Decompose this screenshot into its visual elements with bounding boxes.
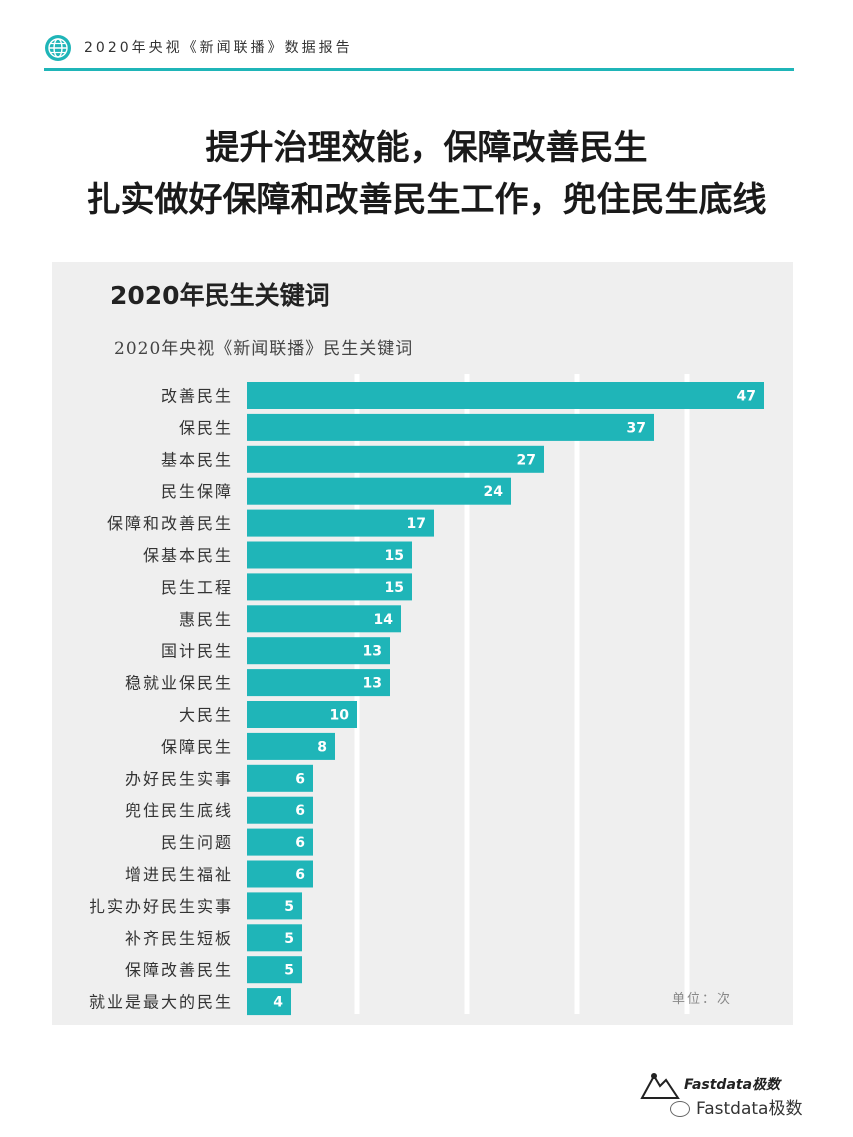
data-label: 14 [374, 612, 394, 628]
category-label: 增进民生福祉 [125, 865, 233, 884]
data-label: 13 [363, 676, 382, 692]
bar [247, 445, 544, 473]
category-label: 保障和改善民生 [107, 514, 233, 533]
bar [247, 732, 335, 760]
bar [247, 541, 412, 569]
data-label: 8 [317, 739, 327, 755]
fastdata-logo-icon [640, 1073, 680, 1099]
category-label: 办好民生实事 [125, 769, 233, 788]
wechat-account: Fastdata极数 [670, 1094, 802, 1119]
data-label: 37 [627, 420, 646, 436]
category-label: 基本民生 [161, 450, 233, 469]
bar-chart: 改善民生 47 保民生 37 基本民生 27 民生保障 24 保障和改善民生 17 保基本民生 15 民… [89, 374, 792, 1016]
bar [247, 382, 764, 409]
bar [247, 764, 313, 792]
bar [247, 892, 302, 920]
data-label: 27 [517, 452, 536, 468]
category-label: 保基本民生 [143, 546, 233, 565]
bar [247, 573, 412, 601]
data-label: 15 [385, 580, 404, 596]
logo-brand-text: Fastdata极数 [684, 1077, 781, 1093]
bar [247, 956, 302, 984]
bar [247, 701, 357, 728]
report-header: 2020年央视《新闻联播》数据报告 [44, 30, 794, 72]
gridline [684, 374, 690, 1014]
globe-icon [45, 35, 71, 61]
data-label: 6 [295, 771, 305, 787]
category-label: 兜住民生底线 [125, 801, 233, 820]
brand-logo: Fastdata极数 Fastdata极数 [640, 1070, 830, 1120]
bar [247, 477, 511, 505]
data-label: 15 [385, 548, 404, 564]
bar [247, 828, 313, 856]
wechat-account-name: Fastdata极数 [696, 1099, 803, 1119]
chart-title: 2020年民生关键词 [110, 281, 330, 310]
bar [247, 860, 313, 888]
data-label: 47 [737, 389, 756, 405]
category-label: 就业是最大的民生 [89, 993, 233, 1012]
bar [247, 637, 390, 665]
category-label: 大民生 [179, 706, 233, 725]
category-label: 稳就业保民生 [125, 674, 233, 693]
data-label: 5 [284, 899, 294, 915]
category-label: 补齐民生短板 [125, 929, 233, 948]
gridline [464, 374, 470, 1014]
data-label: 6 [295, 835, 305, 851]
data-label: 13 [363, 644, 382, 660]
data-label: 6 [295, 803, 305, 819]
bar [247, 924, 302, 952]
headline-line-1: 提升治理效能，保障改善民生 [205, 128, 648, 168]
category-label: 惠民生 [179, 610, 233, 629]
category-label: 国计民生 [161, 642, 233, 661]
data-label: 4 [273, 995, 283, 1011]
data-label: 10 [330, 708, 350, 724]
category-label: 扎实办好民生实事 [89, 897, 233, 916]
headline-line-2: 扎实做好保障和改善民生工作，兜住民生底线 [86, 180, 767, 220]
category-label: 民生工程 [161, 578, 233, 597]
category-label: 改善民生 [161, 387, 233, 406]
category-label: 民生问题 [161, 833, 233, 852]
unit-label: 单位：次 [672, 992, 733, 1007]
category-label: 保民生 [179, 418, 233, 437]
category-label: 保障改善民生 [125, 961, 233, 980]
report-header-title: 2020年央视《新闻联播》数据报告 [84, 40, 353, 56]
category-label: 民生保障 [161, 482, 233, 501]
category-label: 保障民生 [161, 737, 233, 756]
bar [247, 509, 434, 537]
chart-subtitle: 2020年央视《新闻联播》民生关键词 [114, 339, 414, 359]
bar [247, 605, 401, 633]
data-label: 6 [295, 867, 305, 883]
data-label: 5 [284, 963, 294, 979]
bar [247, 988, 291, 1016]
gridline [574, 374, 580, 1014]
chart-panel: 2020年民生关键词 2020年央视《新闻联播》民生关键词 改善民生 47 保民生 3… [52, 262, 793, 1025]
data-label: 5 [284, 931, 294, 947]
bar [247, 669, 390, 697]
wechat-icon [670, 1101, 690, 1117]
bar [247, 796, 313, 824]
bar [247, 413, 654, 441]
header-divider [44, 68, 794, 71]
data-label: 17 [407, 516, 426, 532]
data-label: 24 [484, 484, 504, 500]
